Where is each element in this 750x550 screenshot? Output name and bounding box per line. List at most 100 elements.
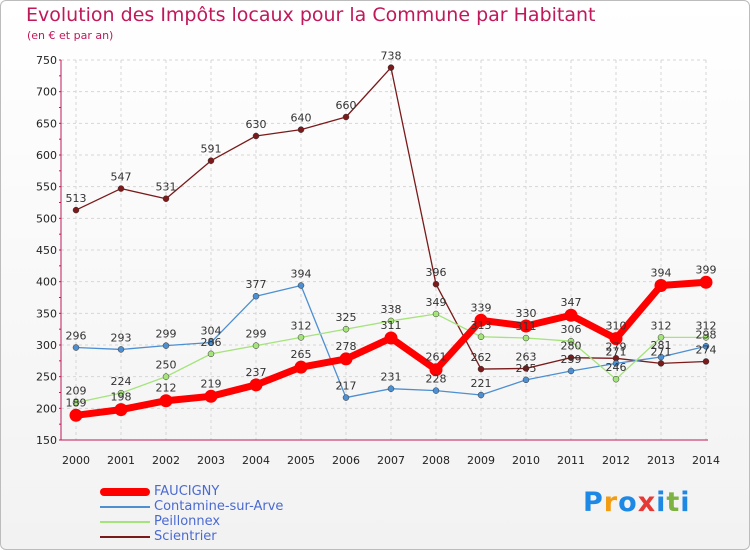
- y-tick-label: 700: [36, 86, 57, 99]
- legend-label-faucigny: FAUCIGNY: [154, 484, 220, 499]
- legend-label-peillonnex: Peillonnex: [154, 514, 221, 529]
- data-point: [159, 394, 173, 408]
- data-label: 591: [201, 143, 222, 156]
- data-label: 219: [201, 377, 222, 390]
- data-point: [297, 334, 305, 341]
- data-label: 299: [156, 328, 177, 341]
- data-point: [342, 394, 350, 401]
- y-tick-label: 500: [36, 212, 57, 225]
- data-point: [387, 385, 395, 392]
- data-point: [612, 360, 620, 367]
- data-label: 338: [381, 303, 402, 316]
- data-point: [69, 408, 83, 422]
- data-point: [117, 346, 125, 353]
- x-tick-label: 2007: [377, 454, 405, 467]
- legend-swatch-peillonnex: [100, 521, 150, 523]
- data-point: [339, 352, 353, 366]
- data-label: 312: [291, 319, 312, 332]
- data-label: 261: [426, 351, 447, 364]
- data-point: [162, 373, 170, 380]
- data-point: [702, 334, 710, 341]
- data-label: 312: [696, 319, 717, 332]
- data-label: 231: [381, 371, 402, 384]
- data-point: [387, 64, 395, 71]
- proxiti-logo: Proxiti: [583, 487, 691, 518]
- data-point: [567, 337, 575, 345]
- data-label: 339: [471, 301, 492, 314]
- data-label: 298: [696, 328, 717, 341]
- x-tick-label: 2008: [422, 454, 450, 467]
- data-label: 221: [471, 377, 492, 390]
- y-tick-label: 300: [36, 339, 57, 352]
- data-point: [564, 308, 578, 322]
- data-label: 394: [291, 267, 312, 280]
- data-label: 299: [246, 328, 267, 341]
- data-label: 547: [111, 171, 132, 184]
- data-point: [297, 126, 305, 133]
- logo-letter: x: [637, 487, 657, 518]
- x-tick-label: 2000: [62, 454, 90, 467]
- data-label: 189: [66, 396, 87, 409]
- data-label: 531: [156, 181, 177, 194]
- data-point: [522, 376, 530, 384]
- y-tick-label: 450: [36, 244, 57, 257]
- data-label: 293: [111, 331, 132, 344]
- data-point: [432, 387, 440, 394]
- data-label: 217: [336, 380, 357, 393]
- x-tick-label: 2003: [197, 454, 225, 467]
- data-point: [657, 334, 665, 341]
- y-tick-label: 550: [36, 181, 57, 194]
- x-tick-label: 2001: [107, 454, 135, 467]
- data-point: [522, 365, 530, 372]
- data-label: 259: [561, 353, 582, 366]
- data-labels: 189 198 212 219 237 265 278 311 261 339 330 347 310 3…: [66, 50, 717, 410]
- data-label: 640: [291, 112, 312, 125]
- data-label: 349: [426, 296, 447, 309]
- legend-label-scientrier: Scientrier: [154, 529, 217, 544]
- logo-letter: i: [680, 487, 691, 518]
- data-point: [252, 342, 260, 349]
- data-point: [297, 282, 305, 289]
- logo-letter: i: [656, 487, 667, 518]
- data-point: [477, 333, 485, 341]
- data-label: 313: [471, 319, 492, 332]
- data-point: [477, 365, 485, 373]
- data-point: [429, 363, 443, 377]
- data-point: [474, 313, 488, 327]
- x-tick-label: 2005: [287, 454, 315, 467]
- data-label: 198: [111, 391, 132, 404]
- data-label: 209: [66, 385, 87, 398]
- y-tick-label: 150: [36, 434, 57, 447]
- x-tick-label: 2012: [602, 454, 630, 467]
- data-label: 278: [336, 340, 357, 353]
- data-point: [432, 280, 440, 288]
- data-label: 281: [651, 339, 672, 352]
- logo-letter: o: [618, 487, 638, 518]
- data-point: [204, 389, 218, 403]
- data-point: [117, 185, 125, 192]
- data-point: [342, 325, 350, 333]
- y-tick-label: 250: [36, 371, 57, 384]
- data-label: 396: [426, 266, 447, 279]
- data-label: 738: [381, 50, 402, 63]
- logo-letter: t: [666, 487, 681, 518]
- legend-swatch-scientrier: [100, 536, 150, 538]
- y-tick-label: 600: [36, 149, 57, 162]
- axes: 150 200 250 300 350 400 450 500 550 600 650 700 750 2…: [36, 54, 720, 467]
- data-point: [522, 334, 530, 342]
- y-tick-label: 200: [36, 402, 57, 415]
- data-label: 310: [606, 320, 627, 333]
- chart-subtitle: (en € et par an): [27, 29, 114, 42]
- y-tick-label: 750: [36, 54, 57, 67]
- data-label: 228: [426, 373, 447, 386]
- data-point: [252, 292, 260, 300]
- data-label: 330: [516, 307, 537, 320]
- data-point: [654, 278, 668, 292]
- data-point: [657, 353, 665, 361]
- logo-letter: r: [603, 487, 619, 518]
- data-point: [432, 310, 440, 318]
- data-point: [162, 342, 170, 349]
- x-tick-label: 2014: [692, 454, 720, 467]
- data-label: 250: [156, 359, 177, 372]
